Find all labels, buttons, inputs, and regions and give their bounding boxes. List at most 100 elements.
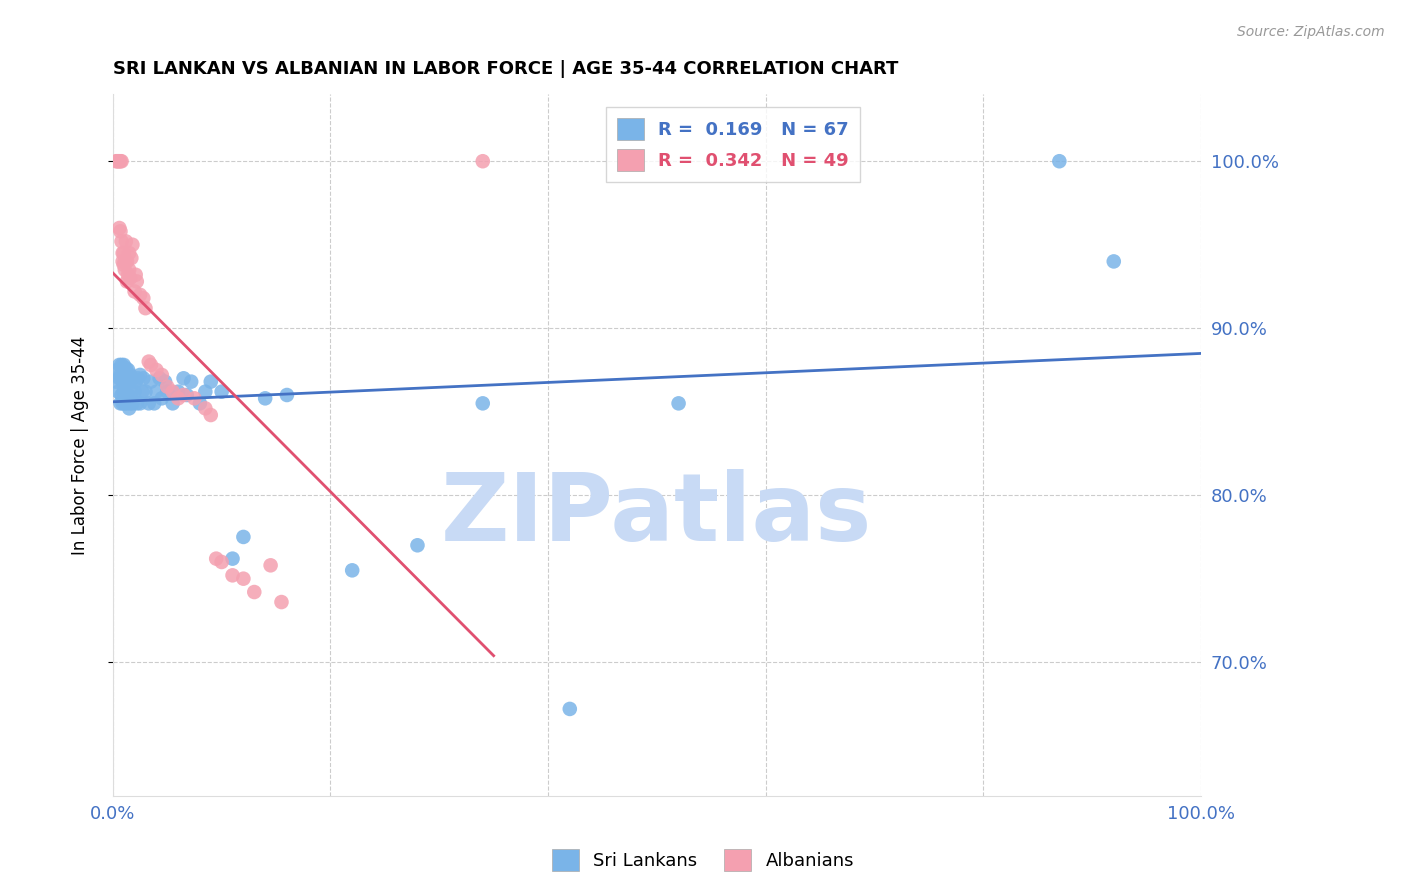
Point [114, 254, 136, 268]
Point [200, 408, 222, 422]
Point [259, 558, 281, 573]
Point [120, 251, 142, 265]
Point [1102, 254, 1125, 268]
Point [115, 275, 138, 289]
Point [117, 363, 139, 377]
Point [205, 551, 228, 566]
Point [118, 401, 141, 416]
Point [125, 275, 148, 289]
Point [121, 371, 143, 385]
Point [156, 384, 179, 399]
Point [340, 563, 363, 577]
Point [243, 585, 266, 599]
Point [112, 371, 135, 385]
Point [180, 375, 202, 389]
Point [176, 388, 198, 402]
Point [145, 384, 167, 399]
Point [254, 392, 277, 406]
Point [211, 555, 233, 569]
Point [120, 368, 142, 382]
Point [124, 384, 146, 399]
Point [117, 388, 139, 402]
Point [129, 396, 152, 410]
Point [156, 379, 179, 393]
Point [112, 246, 135, 260]
Point [111, 254, 134, 268]
Point [139, 358, 162, 372]
Legend: Sri Lankans, Albanians: Sri Lankans, Albanians [544, 842, 862, 879]
Point [108, 221, 131, 235]
Point [668, 396, 690, 410]
Point [114, 368, 136, 382]
Point [162, 396, 184, 410]
Point [121, 237, 143, 252]
Point [173, 371, 195, 385]
Point [162, 384, 184, 399]
Point [112, 258, 135, 272]
Point [183, 392, 205, 406]
Point [150, 392, 173, 406]
Point [114, 396, 136, 410]
Point [115, 375, 138, 389]
Point [471, 154, 494, 169]
Point [270, 595, 292, 609]
Point [115, 392, 138, 406]
Point [139, 375, 162, 389]
Point [125, 268, 148, 282]
Point [276, 388, 298, 402]
Point [138, 354, 160, 368]
Point [150, 368, 173, 382]
Point [134, 301, 156, 315]
Legend: R =  0.169   N = 67, R =  0.342   N = 49: R = 0.169 N = 67, R = 0.342 N = 49 [606, 107, 860, 182]
Point [115, 396, 138, 410]
Point [127, 371, 149, 385]
Point [173, 388, 195, 402]
Point [232, 530, 254, 544]
Point [200, 375, 222, 389]
Point [105, 363, 128, 377]
Point [145, 363, 167, 377]
Point [111, 246, 134, 260]
Point [105, 375, 128, 389]
Point [188, 396, 211, 410]
Point [112, 358, 135, 372]
Point [110, 396, 132, 410]
Point [153, 375, 176, 389]
Point [107, 154, 129, 169]
Point [167, 392, 190, 406]
Point [232, 572, 254, 586]
Point [117, 268, 139, 282]
Point [105, 154, 128, 169]
Text: Source: ZipAtlas.com: Source: ZipAtlas.com [1237, 25, 1385, 39]
Point [118, 262, 141, 277]
Point [120, 271, 142, 285]
Point [194, 384, 217, 399]
Point [167, 384, 190, 399]
Point [149, 371, 172, 385]
Point [115, 235, 138, 249]
Point [125, 375, 148, 389]
Text: ZIPatlas: ZIPatlas [441, 469, 873, 561]
Point [108, 371, 131, 385]
Point [121, 396, 143, 410]
Point [471, 396, 494, 410]
Point [110, 388, 132, 402]
Point [125, 396, 148, 410]
Point [221, 568, 243, 582]
Point [107, 384, 129, 399]
Point [129, 288, 152, 302]
Point [115, 361, 138, 376]
Point [111, 375, 134, 389]
Text: SRI LANKAN VS ALBANIAN IN LABOR FORCE | AGE 35-44 CORRELATION CHART: SRI LANKAN VS ALBANIAN IN LABOR FORCE | … [112, 60, 898, 78]
Point [111, 396, 134, 410]
Point [110, 154, 132, 169]
Point [131, 384, 153, 399]
Point [120, 396, 142, 410]
Point [129, 368, 152, 382]
Point [110, 235, 132, 249]
Point [110, 368, 132, 382]
Y-axis label: In Labor Force | Age 35-44: In Labor Force | Age 35-44 [72, 335, 89, 555]
Point [108, 154, 131, 169]
Point [406, 538, 429, 552]
Point [118, 375, 141, 389]
